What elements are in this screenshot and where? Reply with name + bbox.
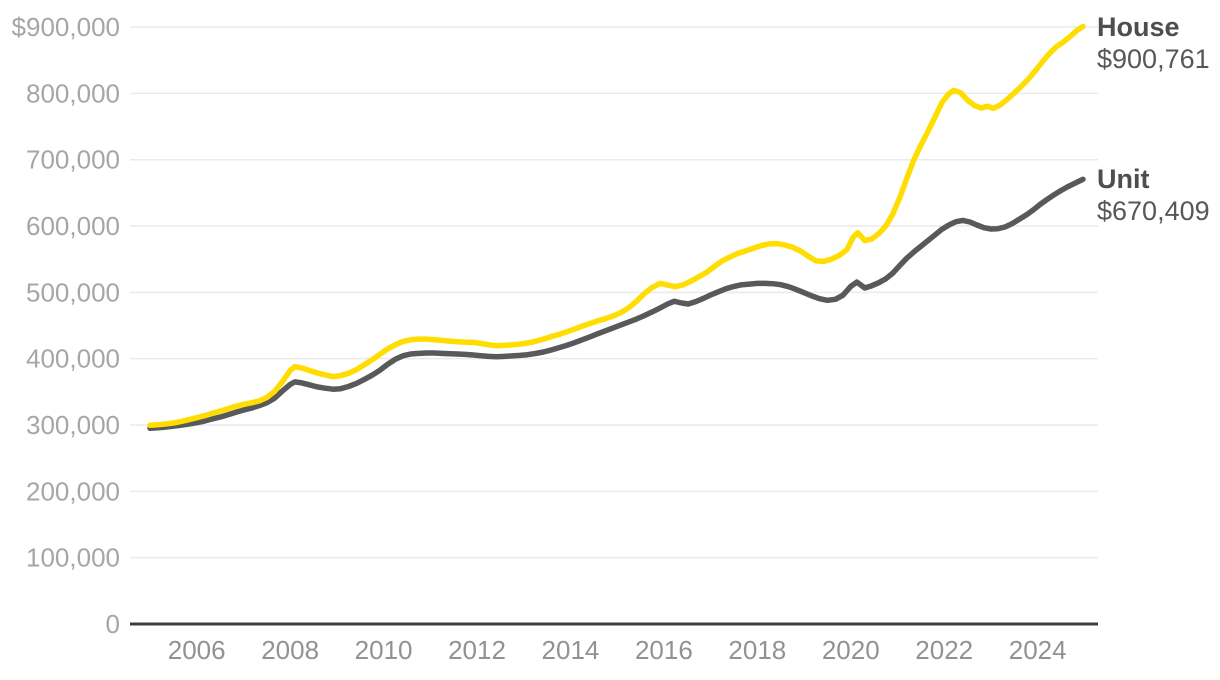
x-axis-tick-label: 2010 [355, 635, 413, 665]
y-axis-tick-label: 600,000 [26, 211, 120, 241]
house-series-line [147, 23, 1086, 429]
y-axis-tick-label: 500,000 [26, 277, 120, 307]
house-series-name: House [1097, 12, 1180, 42]
y-axis-tick-label: 0 [106, 609, 120, 639]
x-axis-tick-label: 2018 [728, 635, 786, 665]
y-axis-tick-label: 100,000 [26, 543, 120, 573]
unit-series-label: Unit $670,409 [1097, 163, 1210, 227]
unit-series-value: $670,409 [1097, 196, 1210, 226]
y-axis-tick-label: $900,000 [12, 12, 120, 42]
house-series-value: $900,761 [1097, 44, 1210, 74]
house-series-label: House $900,761 [1097, 11, 1210, 75]
unit-series-name: Unit [1097, 164, 1150, 194]
y-axis-tick-label: 800,000 [26, 78, 120, 108]
x-axis-tick-label: 2006 [168, 635, 226, 665]
y-axis-tick-label: 700,000 [26, 145, 120, 175]
x-axis-tick-label: 2008 [261, 635, 319, 665]
y-axis-tick-label: 300,000 [26, 410, 120, 440]
x-axis-tick-label: 2016 [635, 635, 693, 665]
x-axis-tick-label: 2024 [1009, 635, 1067, 665]
y-axis-tick-label: 200,000 [26, 476, 120, 506]
x-axis-tick-label: 2014 [542, 635, 600, 665]
x-axis-tick-label: 2020 [822, 635, 880, 665]
y-axis-tick-label: 400,000 [26, 344, 120, 374]
x-axis-tick-label: 2022 [915, 635, 973, 665]
x-axis-tick-label: 2012 [448, 635, 506, 665]
unit-series-line [147, 176, 1086, 432]
